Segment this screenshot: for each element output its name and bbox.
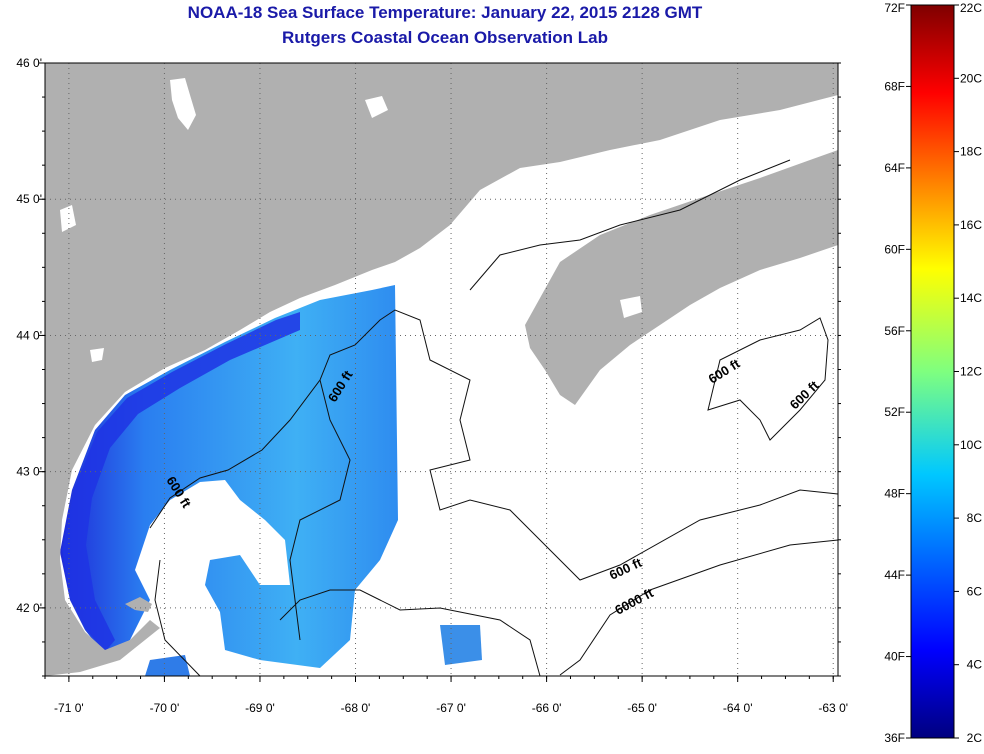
land-mainland [45, 63, 838, 676]
colorbar-f-label: 56F [884, 324, 905, 338]
colorbar-f-label: 72F [884, 1, 905, 15]
colorbar-f-label: 68F [884, 79, 905, 93]
chart-title: NOAA-18 Sea Surface Temperature: January… [187, 3, 703, 22]
lon-tick-label: -66 0' [532, 701, 562, 715]
colorbar-c-label: 8C [967, 511, 983, 525]
colorbar-c-label: 16C [960, 218, 982, 232]
lat-tick-label: 45 0' [16, 192, 42, 206]
colorbar-f-label: 36F [884, 731, 905, 745]
colorbar-c-label: 6C [967, 584, 983, 598]
latitude-axis: 46 0' 45 0' 44 0' 43 0' 42 0' [16, 56, 841, 677]
colorbar-f-label: 48F [884, 487, 905, 501]
colorbar-f-label: 44F [884, 568, 905, 582]
colorbar-celsius-labels: 22C 20C 18C 16C 14C 12C 10C 8C 6C 4C 2C [954, 1, 982, 745]
contour-6000ft [559, 539, 839, 676]
colorbar-f-label: 60F [884, 242, 905, 256]
sst-coverage [60, 285, 398, 668]
colorbar-c-label: 2C [967, 731, 983, 745]
colorbar-fahrenheit-labels: 72F 68F 64F 60F 56F 52F 48F 44F 40F 36F [884, 1, 911, 745]
colorbar-f-label: 52F [884, 405, 905, 419]
colorbar-c-label: 20C [960, 71, 982, 85]
colorbar-f-label: 64F [884, 161, 905, 175]
depth-contours [149, 159, 839, 677]
lon-tick-label: -70 0' [150, 701, 180, 715]
contour-fundy [469, 159, 791, 291]
sst-patch-bank [145, 655, 190, 676]
sst-patch-south [440, 625, 482, 665]
colorbar-c-label: 18C [960, 145, 982, 159]
lat-tick-label: 44 0' [16, 328, 42, 342]
colorbar-c-label: 10C [960, 438, 982, 452]
colorbar-f-label: 40F [884, 650, 905, 664]
colorbar [910, 4, 955, 739]
inland-lakes [60, 78, 642, 362]
chart-subtitle: Rutgers Coastal Ocean Observation Lab [282, 28, 608, 47]
lon-tick-label: -68 0' [341, 701, 371, 715]
land-nova-scotia [525, 150, 838, 405]
lon-tick-label: -63 0' [818, 701, 848, 715]
lat-tick-label: 46 0' [16, 56, 42, 70]
colorbar-c-label: 4C [967, 658, 983, 672]
sst-coastal-cold-band [62, 312, 300, 652]
contour-bank-west [154, 559, 201, 677]
colorbar-c-label: 14C [960, 291, 982, 305]
contour-600ft-gulf [149, 309, 839, 581]
contour-600ft-shelf [707, 317, 829, 441]
colorbar-c-label: 22C [960, 1, 982, 15]
contour-inner [289, 379, 351, 641]
longitude-axis: -71 0' -70 0' -69 0' -68 0' -67 0' -66 0' -65 … [44, 676, 848, 715]
lon-tick-label: -69 0' [245, 701, 275, 715]
lon-tick-label: -71 0' [54, 701, 84, 715]
lon-tick-label: -64 0' [723, 701, 753, 715]
lon-tick-label: -65 0' [627, 701, 657, 715]
contour-georges [279, 589, 541, 677]
colorbar-c-label: 12C [960, 365, 982, 379]
lon-tick-label: -67 0' [436, 701, 466, 715]
lat-tick-label: 42 0' [16, 601, 42, 615]
lat-tick-label: 43 0' [16, 465, 42, 479]
